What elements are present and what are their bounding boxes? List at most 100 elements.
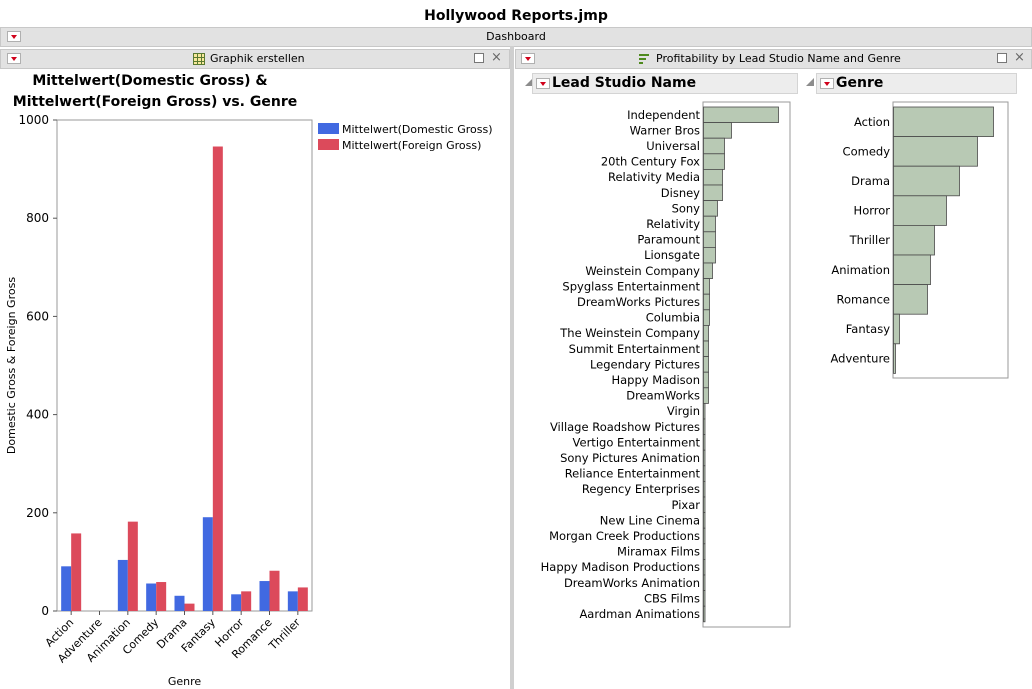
bar xyxy=(703,169,723,186)
bar xyxy=(703,153,725,170)
bar-label: DreamWorks Animation xyxy=(564,576,700,590)
bar-foreign xyxy=(241,591,252,611)
bar-label: Sony Pictures Animation xyxy=(560,451,700,465)
dashboard-menu-icon[interactable] xyxy=(7,31,21,42)
right-panel-header: Profitability by Lead Studio Name and Ge… xyxy=(515,49,1032,69)
studio-outline-header: Lead Studio Name xyxy=(532,73,798,94)
bar-label: Disney xyxy=(661,186,700,200)
bar-label: Weinstein Company xyxy=(585,264,700,278)
bar xyxy=(703,574,706,592)
bar xyxy=(703,480,706,498)
bar xyxy=(703,402,706,420)
left-panel-title: Graphik erstellen xyxy=(210,52,305,65)
bar xyxy=(703,590,706,607)
y-tick-label: 0 xyxy=(41,604,49,618)
chart-title-line2: Mittelwert(Foreign Gross) vs. Genre xyxy=(12,94,298,110)
bar xyxy=(893,313,900,345)
bar xyxy=(893,195,947,226)
left-panel-maximize-icon[interactable] xyxy=(474,53,484,63)
bar xyxy=(703,512,706,529)
bar xyxy=(703,340,709,358)
bar-label: Comedy xyxy=(843,144,891,158)
genre-disclosure-icon[interactable] xyxy=(806,78,814,86)
y-tick-label: 600 xyxy=(26,309,49,323)
bar-label: Thriller xyxy=(849,233,891,247)
bar-label: Happy Madison xyxy=(611,373,700,387)
bar xyxy=(703,215,716,233)
y-tick-label: 800 xyxy=(26,211,49,225)
bar-label: Action xyxy=(854,115,890,129)
genre-menu-icon[interactable] xyxy=(820,78,834,89)
grouped-bar-chart[interactable]: 0 200 400 600 800 1000 Domestic Gross & Foreig… xyxy=(0,110,508,689)
right-panel-menu-icon[interactable] xyxy=(521,53,535,64)
bar xyxy=(703,543,706,560)
bar-foreign xyxy=(156,582,167,611)
panel-splitter[interactable] xyxy=(510,46,514,689)
legend-swatch xyxy=(318,139,339,150)
bar-label: Virgin xyxy=(667,404,700,418)
y-tick-label: 400 xyxy=(26,408,49,422)
bar-label: Romance xyxy=(837,292,890,306)
bar-label: Sony xyxy=(672,201,701,215)
bar xyxy=(703,558,706,576)
left-panel-header: Graphik erstellen × xyxy=(0,49,510,69)
bar-label: Pixar xyxy=(672,498,701,512)
bar xyxy=(893,284,928,315)
bar-label: Universal xyxy=(646,139,700,153)
bar-label: 20th Century Fox xyxy=(601,155,700,169)
bar-label: Independent xyxy=(627,108,700,122)
bar-domestic xyxy=(117,559,128,611)
bar-label: The Weinstein Company xyxy=(559,326,700,340)
bar-label: Relativity Media xyxy=(608,170,700,184)
y-tick-label: 200 xyxy=(26,506,49,520)
bar xyxy=(703,106,779,124)
bar xyxy=(703,371,709,389)
bar-domestic xyxy=(287,591,298,611)
bar xyxy=(703,496,706,514)
bar-label: Miramax Films xyxy=(617,545,700,559)
bar xyxy=(703,184,723,202)
bar-label: CBS Films xyxy=(644,591,700,605)
bar-domestic xyxy=(202,517,213,611)
bar-foreign xyxy=(212,146,223,611)
bar xyxy=(703,246,716,264)
graph-builder-icon xyxy=(193,53,205,65)
bar xyxy=(893,106,994,138)
legend-swatch xyxy=(318,123,339,134)
bar xyxy=(703,527,706,545)
bar-foreign xyxy=(297,587,308,611)
bar-label: Aardman Animations xyxy=(579,607,700,621)
left-panel-menu-icon[interactable] xyxy=(7,53,21,64)
bar-foreign xyxy=(184,603,195,611)
right-panel-title: Profitability by Lead Studio Name and Ge… xyxy=(656,52,901,65)
bar-label: Happy Madison Productions xyxy=(541,560,700,574)
bar xyxy=(703,200,718,217)
bar xyxy=(703,278,710,295)
bar-label: Reliance Entertainment xyxy=(565,467,701,481)
y-tick-label: 1000 xyxy=(18,113,49,127)
studio-header-label: Lead Studio Name xyxy=(552,75,697,91)
right-panel-maximize-icon[interactable] xyxy=(997,53,1007,63)
y-axis-label: Domestic Gross & Foreign Gross xyxy=(5,277,18,454)
bar-label: Vertigo Entertainment xyxy=(573,435,701,449)
bar-label: Animation xyxy=(831,263,890,277)
studio-disclosure-icon[interactable] xyxy=(525,78,533,86)
bar-domestic xyxy=(174,595,185,611)
right-panel-close-icon[interactable]: × xyxy=(1014,50,1025,65)
bar xyxy=(703,309,710,326)
studio-menu-icon[interactable] xyxy=(536,78,550,89)
bar-foreign xyxy=(269,570,280,611)
bar-label: Lionsgate xyxy=(644,248,700,262)
genre-bar-chart[interactable]: Action Comedy Drama Horror Thriller Animation… xyxy=(815,98,1015,383)
bar-domestic xyxy=(259,581,270,611)
left-panel-close-icon[interactable]: × xyxy=(491,50,502,65)
bar-foreign xyxy=(127,521,138,611)
bar xyxy=(703,324,709,342)
bar xyxy=(893,343,896,374)
bar xyxy=(703,418,706,436)
plot-frame xyxy=(56,119,313,612)
bar-label: Horror xyxy=(854,204,891,218)
bar-label: Relativity xyxy=(646,217,700,231)
bar-foreign xyxy=(71,533,82,611)
